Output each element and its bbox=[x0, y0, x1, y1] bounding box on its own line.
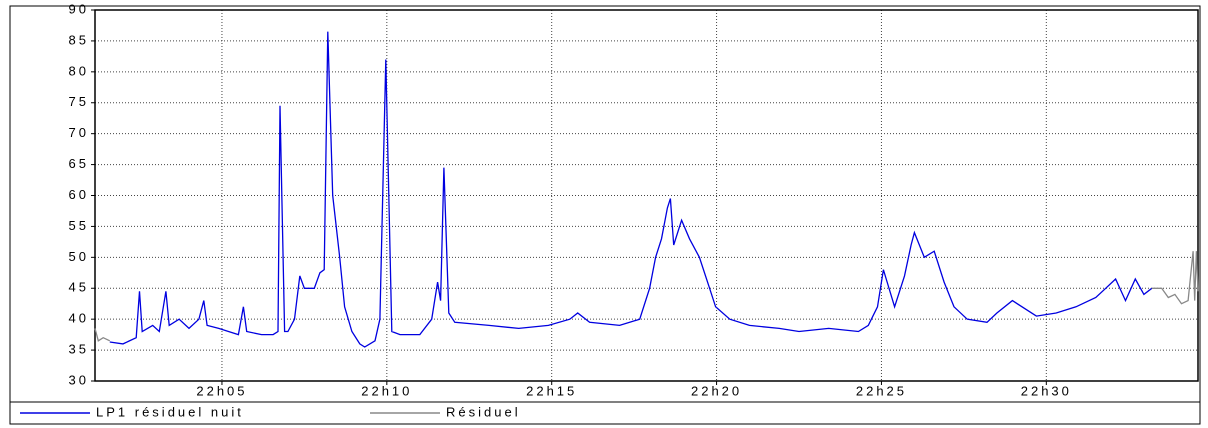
y-tick-label: 80 bbox=[69, 63, 89, 78]
frame bbox=[9, 5, 1201, 425]
y-tick-label: 40 bbox=[69, 311, 89, 326]
legend-label: LP1 résiduel nuit bbox=[96, 404, 244, 419]
plot-border bbox=[94, 9, 1199, 382]
y-tick-label: 50 bbox=[69, 249, 89, 264]
y-tick-label: 55 bbox=[69, 218, 89, 233]
x-tick-label: 22h10 bbox=[361, 383, 412, 398]
y-tick-label: 45 bbox=[69, 280, 89, 295]
y-tick-label: 65 bbox=[69, 156, 89, 171]
legend-label: Résiduel bbox=[446, 404, 521, 419]
series-line bbox=[94, 251, 1199, 342]
x-tick-label: 22h15 bbox=[526, 383, 577, 398]
y-tick-label: 60 bbox=[69, 187, 89, 202]
x-tick-label: 22h20 bbox=[691, 383, 742, 398]
legend-box bbox=[9, 401, 1201, 425]
y-tick-label: 30 bbox=[69, 372, 89, 387]
y-tick-label: 70 bbox=[69, 125, 89, 140]
y-tick-label: 90 bbox=[69, 1, 89, 16]
y-tick-label: 75 bbox=[69, 94, 89, 109]
series-line bbox=[109, 31, 1153, 348]
y-tick-label: 85 bbox=[69, 32, 89, 47]
x-tick-label: 22h05 bbox=[196, 383, 247, 398]
x-tick-label: 22h25 bbox=[856, 383, 907, 398]
x-tick-label: 22h30 bbox=[1021, 383, 1072, 398]
y-tick-label: 35 bbox=[69, 342, 89, 357]
